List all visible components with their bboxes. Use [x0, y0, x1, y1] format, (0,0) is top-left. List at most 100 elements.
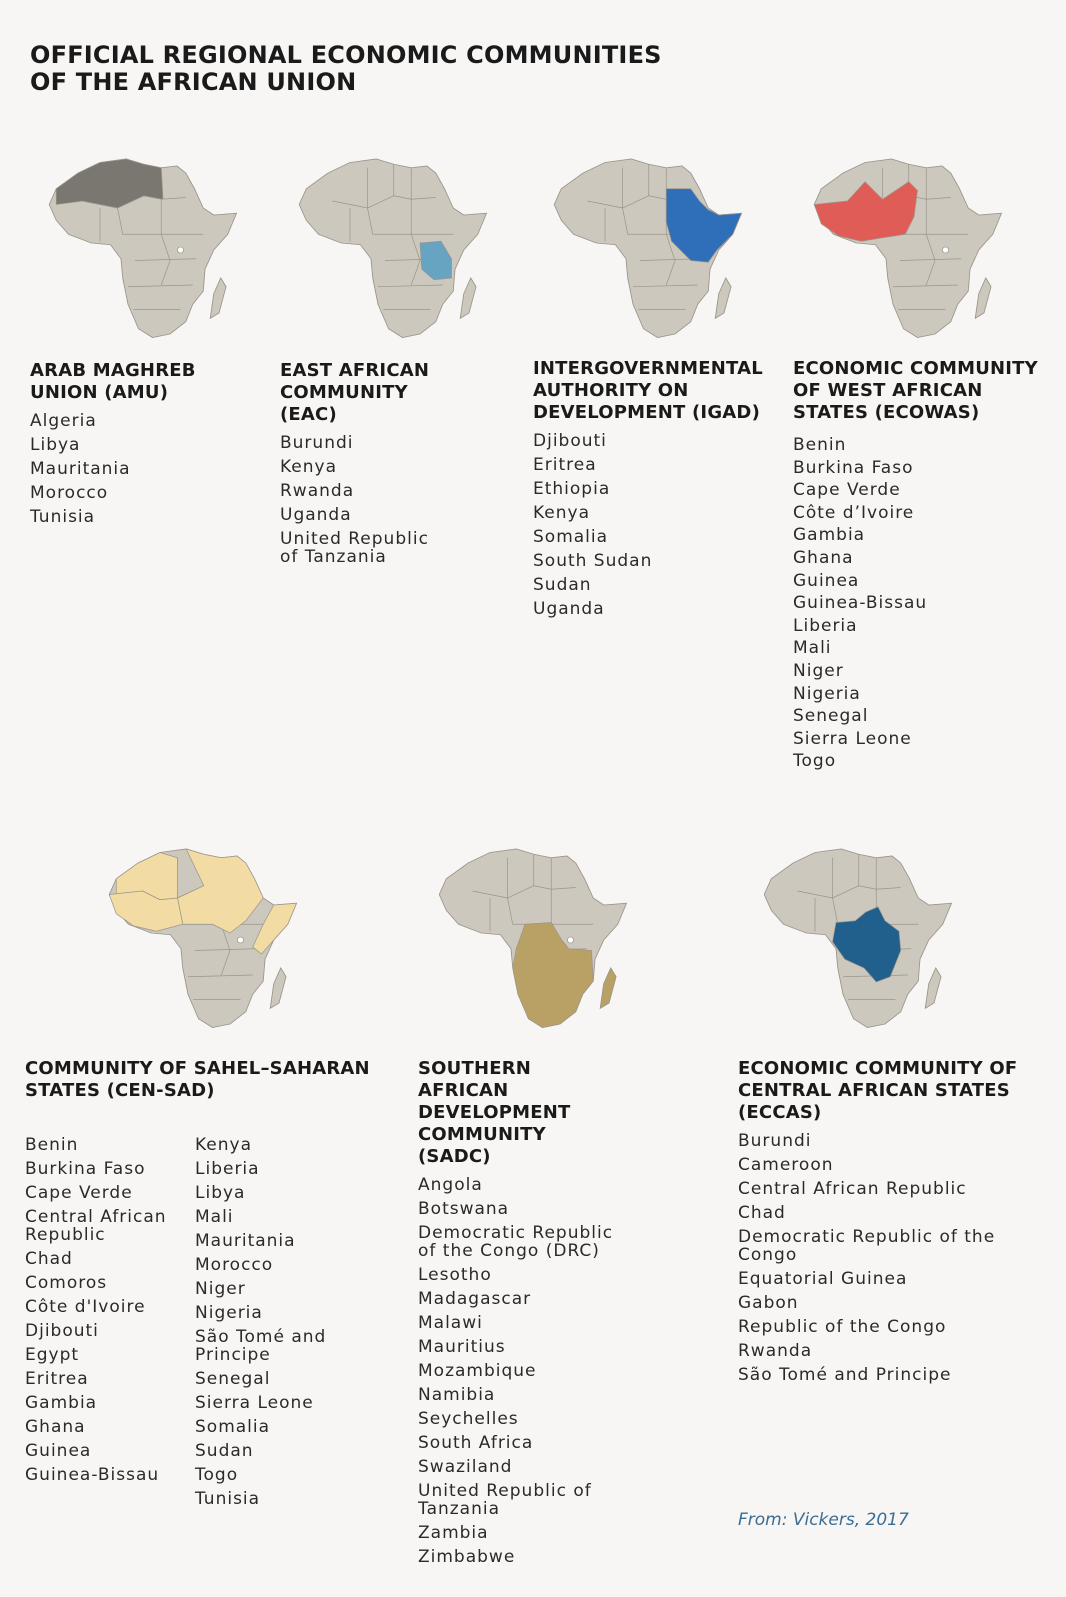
- member: United Republic of Tanzania: [280, 529, 429, 567]
- member: Nigeria: [195, 1303, 263, 1323]
- member: Niger: [793, 660, 844, 681]
- member: Somalia: [195, 1417, 271, 1437]
- member: Democratic Republic of the Congo (DRC): [418, 1223, 614, 1261]
- member: Rwanda: [738, 1341, 813, 1361]
- member: Gabon: [738, 1293, 799, 1313]
- member: Liberia: [793, 615, 858, 636]
- amu-title: ARAB MAGHREB UNION (AMU): [30, 360, 196, 403]
- member: Zambia: [418, 1523, 489, 1543]
- sadc-block: SOUTHERN AFRICAN DEVELOPMENT COMMUNITY (…: [418, 1058, 618, 1572]
- member: Niger: [195, 1279, 246, 1299]
- member: Botswana: [418, 1199, 510, 1219]
- member: Nigeria: [793, 683, 861, 704]
- member: South Africa: [418, 1433, 534, 1453]
- member: Sudan: [195, 1441, 254, 1461]
- member: Morocco: [30, 483, 109, 503]
- member: Benin: [793, 435, 847, 455]
- member: Swaziland: [418, 1457, 513, 1477]
- member: Burundi: [738, 1131, 812, 1151]
- member: Eritrea: [533, 455, 597, 475]
- member: Cape Verde: [793, 480, 901, 501]
- member: Djibouti: [533, 431, 607, 451]
- censad-title: COMMUNITY OF SAHEL–SAHARAN STATES (CEN-S…: [25, 1058, 370, 1101]
- member: Namibia: [418, 1385, 496, 1405]
- member: Guinea-Bissau: [793, 593, 928, 614]
- member: Seychelles: [418, 1409, 519, 1429]
- member: Malawi: [418, 1313, 483, 1333]
- member: Morocco: [195, 1255, 274, 1275]
- member: Sierra Leone: [195, 1393, 314, 1413]
- eccas-title: ECONOMIC COMMUNITY OF CENTRAL AFRICAN ST…: [738, 1058, 1018, 1123]
- member: United Republic of Tanzania: [418, 1481, 592, 1519]
- member: Kenya: [195, 1135, 253, 1155]
- member: Ghana: [25, 1417, 86, 1437]
- igad-title: INTERGOVERNMENTAL AUTHORITY ON DEVELOPME…: [533, 358, 763, 423]
- member: Mozambique: [418, 1361, 537, 1381]
- eac-block: EAST AFRICAN COMMUNITY (EAC) Burundi Ken…: [280, 360, 440, 572]
- member: Cameroon: [738, 1155, 834, 1175]
- censad-block: COMMUNITY OF SAHEL–SAHARAN STATES (CEN-S…: [25, 1058, 385, 1514]
- member: São Tomé and Principe: [195, 1327, 327, 1365]
- member: Djibouti: [25, 1321, 99, 1341]
- member: Liberia: [195, 1159, 260, 1179]
- member: Tunisia: [30, 507, 96, 527]
- member: Lesotho: [418, 1265, 492, 1285]
- member: Tunisia: [195, 1489, 261, 1509]
- eac-title: EAST AFRICAN COMMUNITY (EAC): [280, 360, 430, 425]
- member: Uganda: [280, 505, 352, 525]
- member: Eritrea: [25, 1369, 89, 1389]
- member: Rwanda: [280, 481, 355, 501]
- member: Gambia: [793, 525, 866, 546]
- amu-map: [30, 138, 240, 348]
- member: Chad: [25, 1249, 73, 1269]
- member: Senegal: [793, 706, 869, 727]
- member: Senegal: [195, 1369, 271, 1389]
- member: Equatorial Guinea: [738, 1269, 908, 1289]
- member: Mali: [195, 1207, 234, 1227]
- amu-block: ARAB MAGHREB UNION (AMU) Algeria Libya M…: [30, 360, 260, 532]
- member: Sierra Leone: [793, 728, 912, 749]
- sadc-map: [420, 828, 630, 1038]
- member: Côte d’Ivoire: [793, 502, 915, 523]
- member: South Sudan: [533, 551, 653, 571]
- member: Ghana: [793, 547, 854, 568]
- member: Benin: [25, 1135, 79, 1155]
- member: Sudan: [533, 575, 592, 595]
- member: Mauritius: [418, 1337, 506, 1357]
- member: Cape Verde: [25, 1183, 133, 1203]
- ecowas-title: ECONOMIC COMMUNITY OF WEST AFRICAN STATE…: [793, 358, 1038, 423]
- eac-map: [280, 138, 490, 348]
- member: Angola: [418, 1175, 483, 1195]
- member: Egypt: [25, 1345, 80, 1365]
- member: Zimbabwe: [418, 1547, 516, 1567]
- member: Gambia: [25, 1393, 98, 1413]
- member: Mauritania: [195, 1231, 296, 1251]
- member: Guinea: [25, 1441, 92, 1461]
- member: Algeria: [30, 411, 97, 431]
- igad-map: [535, 138, 745, 348]
- member: Mauritania: [30, 459, 131, 479]
- member: Libya: [30, 435, 81, 455]
- page-title: OFFICIAL REGIONAL ECONOMIC COMMUNITIES O…: [30, 41, 662, 96]
- member: Côte d'Ivoire: [25, 1297, 146, 1317]
- member: Togo: [793, 751, 837, 772]
- member: Madagascar: [418, 1289, 532, 1309]
- member: Central African Republic: [738, 1179, 967, 1199]
- sadc-title: SOUTHERN AFRICAN DEVELOPMENT COMMUNITY (…: [418, 1058, 571, 1167]
- member: Burkina Faso: [793, 457, 914, 478]
- member: Chad: [738, 1203, 786, 1223]
- ecowas-block: ECONOMIC COMMUNITY OF WEST AFRICAN STATE…: [793, 358, 1053, 775]
- censad-map: [90, 828, 300, 1038]
- member: Kenya: [280, 457, 338, 477]
- source-citation: From: Vickers, 2017: [738, 1510, 909, 1530]
- member: Burundi: [280, 433, 354, 453]
- member: Uganda: [533, 599, 605, 619]
- eccas-map: [745, 828, 955, 1038]
- member: Togo: [195, 1465, 239, 1485]
- member: São Tomé and Principe: [738, 1365, 952, 1385]
- member: Central African Republic: [25, 1207, 167, 1245]
- eccas-block: ECONOMIC COMMUNITY OF CENTRAL AFRICAN ST…: [738, 1058, 1018, 1390]
- member: Republic of the Congo: [738, 1317, 947, 1337]
- member: Libya: [195, 1183, 246, 1203]
- ecowas-map: [795, 138, 1005, 348]
